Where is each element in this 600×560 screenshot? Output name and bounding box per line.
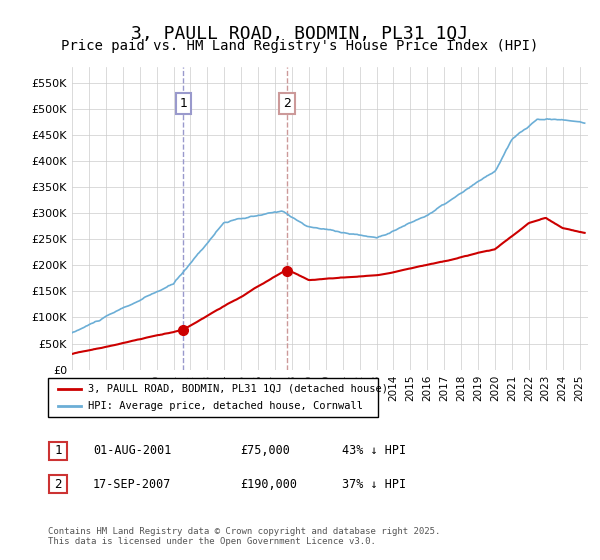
Text: 2: 2 — [283, 97, 291, 110]
FancyBboxPatch shape — [49, 442, 67, 460]
Text: 17-SEP-2007: 17-SEP-2007 — [93, 478, 172, 491]
Text: Contains HM Land Registry data © Crown copyright and database right 2025.
This d: Contains HM Land Registry data © Crown c… — [48, 526, 440, 546]
Text: £75,000: £75,000 — [240, 444, 290, 458]
Text: 43% ↓ HPI: 43% ↓ HPI — [342, 444, 406, 458]
Text: 3, PAULL ROAD, BODMIN, PL31 1QJ: 3, PAULL ROAD, BODMIN, PL31 1QJ — [131, 25, 469, 43]
Text: 3, PAULL ROAD, BODMIN, PL31 1QJ (detached house): 3, PAULL ROAD, BODMIN, PL31 1QJ (detache… — [88, 384, 388, 394]
Text: 1: 1 — [179, 97, 187, 110]
Text: 1: 1 — [54, 444, 62, 458]
Text: £190,000: £190,000 — [240, 478, 297, 491]
Text: 37% ↓ HPI: 37% ↓ HPI — [342, 478, 406, 491]
Text: 2: 2 — [54, 478, 62, 491]
Text: Price paid vs. HM Land Registry's House Price Index (HPI): Price paid vs. HM Land Registry's House … — [61, 39, 539, 53]
Text: HPI: Average price, detached house, Cornwall: HPI: Average price, detached house, Corn… — [88, 401, 362, 411]
FancyBboxPatch shape — [49, 475, 67, 493]
FancyBboxPatch shape — [48, 378, 378, 417]
Text: 01-AUG-2001: 01-AUG-2001 — [93, 444, 172, 458]
